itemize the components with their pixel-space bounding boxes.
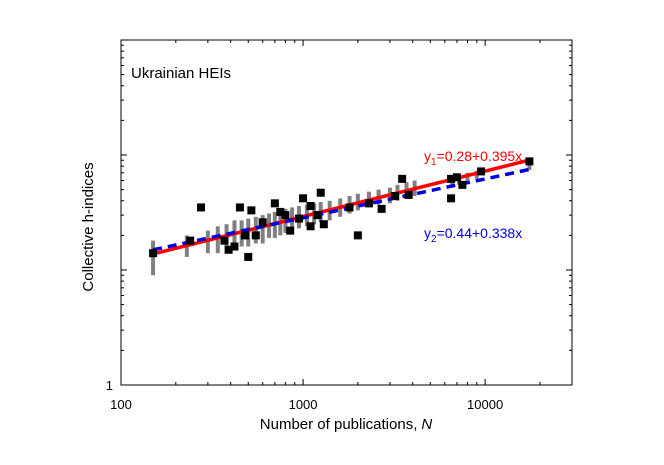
- data-point: [447, 174, 456, 183]
- x-tick-label: 10000: [467, 397, 503, 412]
- x-axis-label-var: N: [421, 416, 432, 433]
- data-point: [281, 211, 290, 220]
- fit-lines: [152, 158, 530, 256]
- data-point: [186, 236, 195, 245]
- data-point: [258, 218, 267, 227]
- data-point: [364, 199, 373, 208]
- data-point: [220, 236, 229, 245]
- data-point: [295, 214, 304, 223]
- fit2-equation: y2=0.44+0.338x: [424, 225, 522, 245]
- data-point: [251, 231, 260, 240]
- data-point: [241, 231, 250, 240]
- fit1-eq-rest: =0.28+0.395x: [437, 148, 523, 164]
- x-axis-label-text: Number of publications,: [260, 416, 418, 433]
- data-point: [247, 206, 256, 215]
- data-point: [270, 199, 279, 208]
- data-point: [276, 207, 285, 216]
- inset-label: Ukrainian HEIs: [131, 65, 231, 82]
- data-point: [458, 180, 467, 189]
- data-points: [149, 157, 534, 261]
- data-point: [313, 211, 322, 220]
- variation-bands: [151, 159, 532, 276]
- fit1-eq-sub: 1: [431, 157, 437, 168]
- data-point: [306, 222, 315, 231]
- data-point: [377, 204, 386, 213]
- data-point: [447, 194, 456, 203]
- plot-frame: [120, 39, 573, 386]
- data-point: [244, 252, 253, 261]
- data-point: [391, 192, 400, 201]
- data-point: [353, 231, 362, 240]
- data-point: [299, 194, 308, 203]
- data-point: [404, 190, 413, 199]
- data-point: [286, 226, 295, 235]
- fit-line-y1: [152, 158, 530, 256]
- data-point: [235, 203, 244, 212]
- y-tick-label: 1: [106, 378, 113, 393]
- data-point: [306, 202, 315, 211]
- data-point: [398, 174, 407, 183]
- fit2-eq-rest: =0.44+0.338x: [437, 225, 523, 241]
- x-tick-label: 1000: [289, 397, 318, 412]
- data-point: [345, 203, 354, 212]
- fit1-equation: y1=0.28+0.395x: [424, 148, 522, 168]
- data-point: [316, 188, 325, 197]
- x-tick-label: 100: [110, 397, 132, 412]
- fit2-eq-sub: 2: [431, 234, 437, 245]
- axis-ticks: [120, 40, 573, 386]
- fit-line-y2: [152, 167, 530, 252]
- y-axis-label: Collective h-indices: [80, 162, 97, 291]
- data-point: [149, 249, 158, 258]
- x-axis-label: Number of publications, N: [260, 416, 433, 433]
- data-point: [230, 242, 239, 251]
- data-point: [196, 203, 205, 212]
- data-point: [452, 173, 461, 182]
- fit1-eq-main: y: [424, 148, 431, 164]
- data-point: [525, 157, 534, 166]
- data-point: [319, 220, 328, 229]
- data-point: [224, 245, 233, 254]
- data-point: [477, 167, 486, 176]
- fit2-eq-main: y: [424, 225, 431, 241]
- tick-labels: 100 1000 10000 1: [106, 378, 503, 412]
